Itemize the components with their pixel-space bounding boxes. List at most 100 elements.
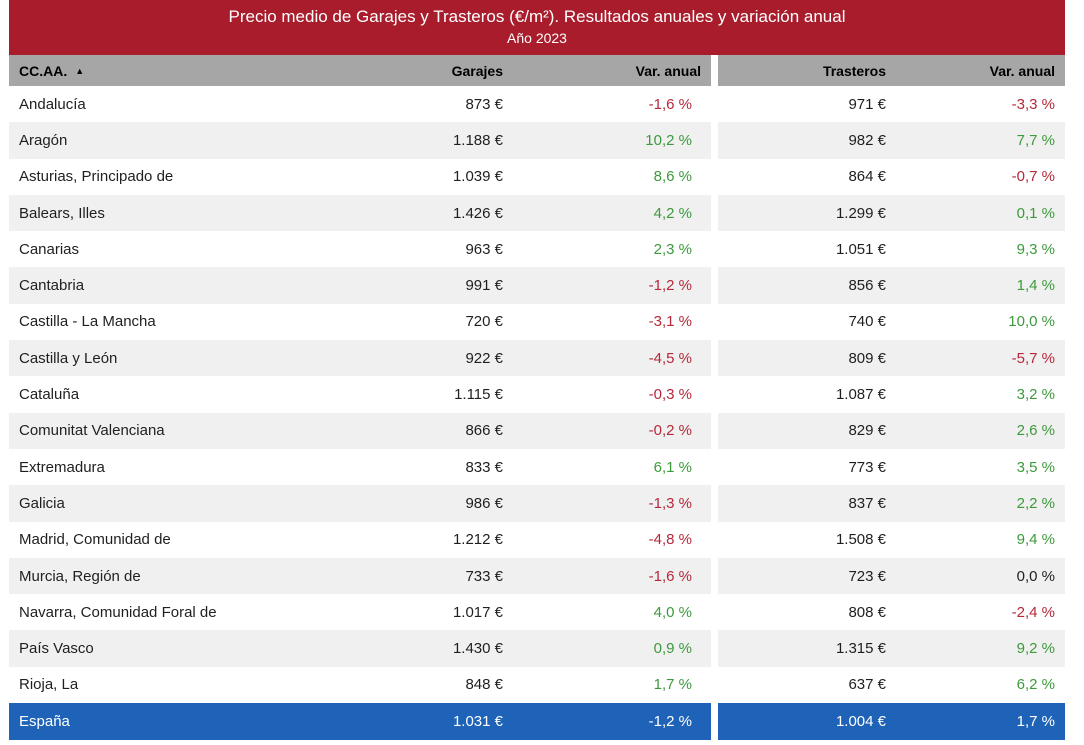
price-table: CC.AA. ▲ Garajes Var. anual Trasteros Var… bbox=[9, 55, 1065, 741]
cell-region: Madrid, Comunidad de bbox=[9, 521, 316, 558]
total-row: España 1.031 € -1,2 % 1.004 € 1,7 % bbox=[9, 703, 1065, 741]
column-header-garajes[interactable]: Garajes bbox=[316, 55, 513, 86]
cell-trasteros: 982 € bbox=[718, 122, 896, 159]
cell-region: Castilla y León bbox=[9, 340, 316, 377]
table-title-bar: Precio medio de Garajes y Trasteros (€/m… bbox=[9, 0, 1065, 55]
table-row: Comunitat Valenciana 866 € -0,2 % 829 €2,6 … bbox=[9, 412, 1065, 449]
table-title: Precio medio de Garajes y Trasteros (€/m… bbox=[228, 7, 846, 26]
cell-trasteros: 773 € bbox=[718, 448, 896, 486]
column-separator bbox=[711, 303, 718, 341]
column-header-var-garajes[interactable]: Var. anual bbox=[513, 55, 711, 86]
column-separator bbox=[711, 376, 718, 413]
cell-var-garajes: -4,8 % bbox=[513, 521, 711, 558]
cell-region: Castilla - La Mancha bbox=[9, 303, 316, 341]
column-header-var-trasteros[interactable]: Var. anual bbox=[896, 55, 1065, 86]
column-separator bbox=[711, 630, 718, 667]
cell-garajes: 1.430 € bbox=[316, 630, 513, 667]
cell-var-garajes: 6,1 % bbox=[513, 448, 711, 486]
table-row: Aragón 1.188 €10,2 % 982 €7,7 % bbox=[9, 122, 1065, 159]
cell-garajes: 1.115 € bbox=[316, 376, 513, 413]
column-header-row: CC.AA. ▲ Garajes Var. anual Trasteros Var… bbox=[9, 55, 1065, 86]
cell-trasteros: 1.315 € bbox=[718, 630, 896, 667]
table-row: Extremadura 833 €6,1 % 773 €3,5 % bbox=[9, 448, 1065, 486]
column-separator bbox=[711, 521, 718, 558]
column-separator bbox=[711, 448, 718, 486]
column-separator bbox=[711, 412, 718, 449]
column-separator bbox=[711, 55, 718, 86]
cell-var-garajes: -4,5 % bbox=[513, 340, 711, 377]
cell-garajes: 720 € bbox=[316, 303, 513, 341]
cell-region: País Vasco bbox=[9, 630, 316, 667]
table-row: Balears, Illes 1.426 €4,2 % 1.299 €0,1 % bbox=[9, 194, 1065, 232]
cell-garajes: 1.039 € bbox=[316, 158, 513, 195]
cell-garajes: 873 € bbox=[316, 86, 513, 123]
cell-trasteros: 723 € bbox=[718, 557, 896, 595]
column-separator bbox=[711, 703, 718, 741]
column-separator bbox=[711, 231, 718, 268]
cell-var-garajes: 0,9 % bbox=[513, 630, 711, 667]
cell-var-trasteros: 3,5 % bbox=[896, 448, 1065, 486]
column-header-region[interactable]: CC.AA. ▲ bbox=[9, 55, 316, 86]
cell-trasteros: 864 € bbox=[718, 158, 896, 195]
cell-var-garajes: 10,2 % bbox=[513, 122, 711, 159]
cell-trasteros: 1.087 € bbox=[718, 376, 896, 413]
column-separator bbox=[711, 86, 718, 123]
cell-trasteros: 1.051 € bbox=[718, 231, 896, 268]
cell-trasteros: 1.508 € bbox=[718, 521, 896, 558]
cell-region: Cantabria bbox=[9, 267, 316, 304]
cell-garajes: 922 € bbox=[316, 340, 513, 377]
cell-var-garajes: 4,2 % bbox=[513, 194, 711, 232]
sort-ascending-icon[interactable]: ▲ bbox=[75, 65, 85, 76]
cell-region: Galicia bbox=[9, 485, 316, 522]
cell-region: Murcia, Región de bbox=[9, 557, 316, 595]
cell-var-trasteros: 0,1 % bbox=[896, 194, 1065, 232]
cell-var-garajes: -1,6 % bbox=[513, 557, 711, 595]
cell-garajes: 1.212 € bbox=[316, 521, 513, 558]
table-row: Canarias 963 €2,3 % 1.051 €9,3 % bbox=[9, 231, 1065, 268]
column-separator bbox=[711, 340, 718, 377]
cell-var-trasteros: -2,4 % bbox=[896, 594, 1065, 631]
table-row: Murcia, Región de 733 € -1,6 % 723 €0,0 % bbox=[9, 557, 1065, 595]
cell-region: Balears, Illes bbox=[9, 194, 316, 232]
table-row: País Vasco 1.430 €0,9 % 1.315 €9,2 % bbox=[9, 630, 1065, 667]
cell-garajes: 833 € bbox=[316, 448, 513, 486]
table-row: Andalucía 873 € -1,6 % 971 € -3,3 % bbox=[9, 86, 1065, 123]
table-body: Andalucía 873 € -1,6 % 971 € -3,3 % Aragón 1.1… bbox=[9, 86, 1065, 704]
table-row: Cantabria 991 € -1,2 % 856 €1,4 % bbox=[9, 267, 1065, 304]
column-separator bbox=[711, 194, 718, 232]
table-row: Galicia 986 € -1,3 % 837 €2,2 % bbox=[9, 485, 1065, 522]
cell-var-trasteros: 7,7 % bbox=[896, 122, 1065, 159]
table-row: Rioja, La 848 €1,7 % 637 €6,2 % bbox=[9, 666, 1065, 704]
cell-garajes: 1.188 € bbox=[316, 122, 513, 159]
table-row: Cataluña 1.115 € -0,3 % 1.087 €3,2 % bbox=[9, 376, 1065, 413]
cell-trasteros: 971 € bbox=[718, 86, 896, 123]
cell-var-garajes: -3,1 % bbox=[513, 303, 711, 341]
cell-var-garajes: -0,2 % bbox=[513, 412, 711, 449]
cell-trasteros: 637 € bbox=[718, 666, 896, 704]
cell-var-garajes: 8,6 % bbox=[513, 158, 711, 195]
cell-var-trasteros: -3,3 % bbox=[896, 86, 1065, 123]
cell-trasteros: 740 € bbox=[718, 303, 896, 341]
cell-var-trasteros: 9,2 % bbox=[896, 630, 1065, 667]
total-var-garajes: -1,2 % bbox=[513, 703, 711, 741]
data-table-widget: Precio medio de Garajes y Trasteros (€/m… bbox=[9, 0, 1065, 741]
column-separator bbox=[711, 122, 718, 159]
column-separator bbox=[711, 594, 718, 631]
total-garajes: 1.031 € bbox=[316, 703, 513, 741]
column-header-region-label: CC.AA. bbox=[19, 62, 68, 79]
cell-garajes: 986 € bbox=[316, 485, 513, 522]
cell-garajes: 991 € bbox=[316, 267, 513, 304]
cell-trasteros: 829 € bbox=[718, 412, 896, 449]
cell-region: Asturias, Principado de bbox=[9, 158, 316, 195]
table-row: Castilla y León 922 € -4,5 % 809 € -5,7 % bbox=[9, 340, 1065, 377]
column-separator bbox=[711, 267, 718, 304]
cell-var-trasteros: 10,0 % bbox=[896, 303, 1065, 341]
cell-var-garajes: -1,3 % bbox=[513, 485, 711, 522]
table-row: Madrid, Comunidad de 1.212 € -4,8 % 1.508 €… bbox=[9, 521, 1065, 558]
cell-trasteros: 856 € bbox=[718, 267, 896, 304]
cell-var-trasteros: 2,6 % bbox=[896, 412, 1065, 449]
column-header-trasteros[interactable]: Trasteros bbox=[718, 55, 896, 86]
cell-region: Andalucía bbox=[9, 86, 316, 123]
cell-var-garajes: 4,0 % bbox=[513, 594, 711, 631]
cell-garajes: 1.017 € bbox=[316, 594, 513, 631]
